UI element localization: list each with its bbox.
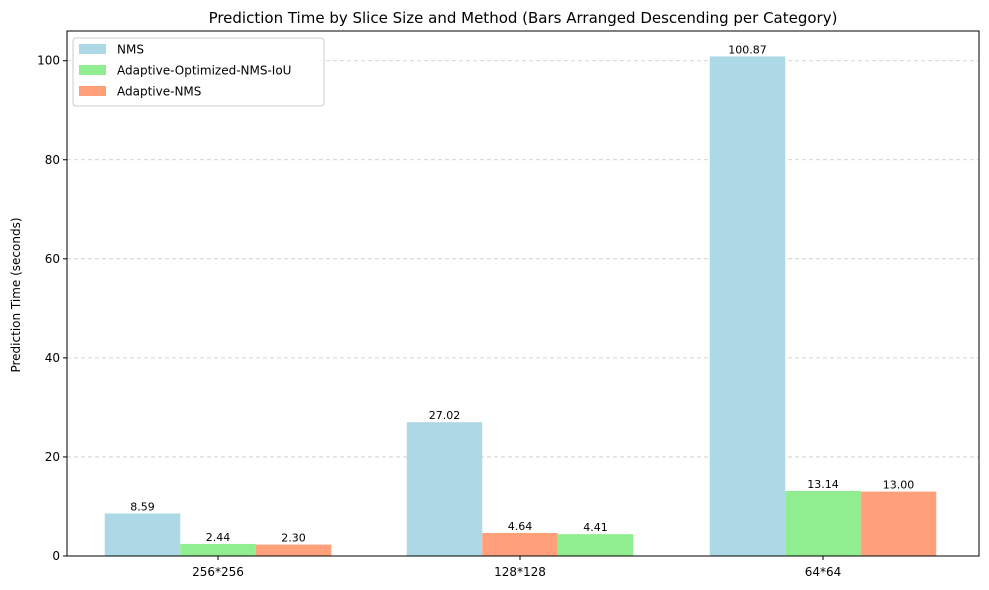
grid [67, 60, 979, 458]
data-label: 27.02 [429, 409, 461, 422]
bar-64-64-adaptive-optimized-nms-iou [785, 490, 861, 556]
x-tick-label: 64*64 [805, 565, 842, 579]
y-tick-label: 40 [45, 351, 60, 365]
legend-label-adaptive-optimized-nms-iou: Adaptive-Optimized-NMS-IoU [117, 64, 291, 78]
data-label: 4.41 [583, 521, 608, 534]
bar-256-256-adaptive-nms [255, 544, 332, 556]
plot-area-frame [66, 30, 980, 557]
bars [104, 56, 937, 556]
bar-256-256-adaptive-optimized-nms-iou [180, 543, 256, 556]
data-label: 13.00 [883, 479, 915, 492]
bar-128-128-adaptive-optimized-nms-iou [557, 534, 634, 556]
data-label: 13.14 [807, 478, 839, 491]
y-tick-label: 80 [45, 153, 60, 167]
y-axis-label: Prediction Time (seconds) [9, 217, 23, 372]
legend-swatch-adaptive-nms [79, 86, 106, 96]
y-tick-label: 0 [52, 549, 60, 563]
legend-swatch-adaptive-optimized-nms-iou [79, 65, 106, 75]
y-tick-label: 60 [45, 252, 60, 266]
y-tick-label: 100 [37, 54, 60, 68]
data-label: 100.87 [728, 43, 767, 56]
bar-128-128-adaptive-nms [482, 533, 558, 556]
data-label: 2.44 [206, 531, 231, 544]
x-tick-label: 256*256 [192, 565, 244, 579]
legend: NMS Adaptive-Optimized-NMS-IoU Adaptive-NM… [72, 37, 325, 107]
bar-128-128-nms [406, 422, 483, 556]
data-label: 4.64 [508, 520, 533, 533]
legend-label-nms: NMS [117, 43, 144, 57]
bar-256-256-nms [104, 513, 181, 556]
data-labels: 8.59 2.44 2.30 27.02 4.64 4.41 100.87 13.14 13.0… [130, 43, 914, 544]
chart-title: Prediction Time by Slice Size and Method… [209, 9, 838, 27]
data-label: 2.30 [281, 532, 306, 545]
legend-swatch-nms [79, 44, 106, 54]
legend-box [72, 37, 325, 107]
bar-64-64-adaptive-nms [860, 491, 937, 556]
x-tick-label: 128*128 [494, 565, 546, 579]
bar-64-64-nms [709, 56, 786, 556]
y-tick-label: 20 [45, 450, 60, 464]
legend-label-adaptive-nms: Adaptive-NMS [117, 85, 201, 99]
data-label: 8.59 [130, 500, 155, 513]
y-axis-ticks: 0 20 40 60 80 100 [37, 54, 67, 563]
x-axis-ticks: 256*256 128*128 64*64 [192, 556, 841, 579]
